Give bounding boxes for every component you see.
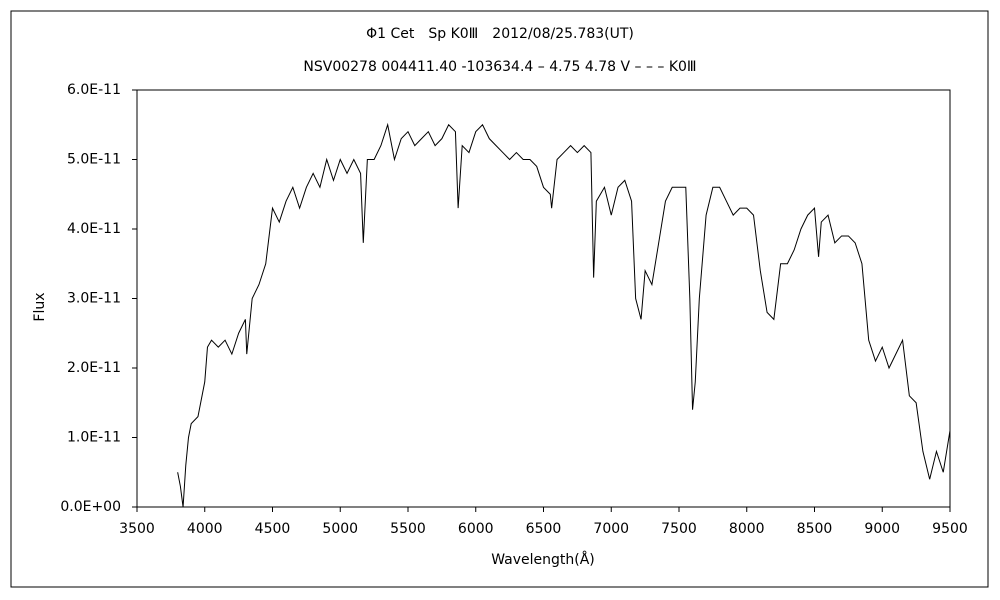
x-tick-label: 8500 — [797, 521, 833, 537]
x-tick-label: 9000 — [864, 521, 900, 537]
spectrum-line — [177, 122, 951, 508]
x-axis-label: Wavelength(Å) — [491, 551, 595, 568]
x-tick-label: 5500 — [390, 521, 426, 537]
x-tick-label: 7000 — [593, 521, 629, 537]
x-tick-label: 9500 — [932, 521, 968, 537]
y-tick-label: 6.0E-11 — [67, 82, 121, 98]
x-tick-label: 5000 — [322, 521, 358, 537]
y-tick-label: 1.0E-11 — [67, 430, 121, 446]
x-tick-label: 6500 — [526, 521, 562, 537]
x-tick-label: 6000 — [458, 521, 494, 537]
y-tick-label: 3.0E-11 — [67, 291, 121, 307]
x-tick-label: 4000 — [187, 521, 223, 537]
x-tick-label: 8000 — [729, 521, 765, 537]
y-tick-label: 4.0E-11 — [67, 221, 121, 237]
plot-area — [136, 89, 951, 508]
y-tick-label: 5.0E-11 — [67, 152, 121, 168]
x-tick-label: 4500 — [255, 521, 291, 537]
chart-subtitle: NSV00278 004411.40 -103634.4 – 4.75 4.78… — [303, 59, 696, 75]
y-tick-label: 2.0E-11 — [67, 360, 121, 376]
y-axis-label: Flux — [32, 292, 48, 321]
x-tick-label: 7500 — [661, 521, 697, 537]
chart-title: Φ1 Cet Sp K0Ⅲ 2012/08/25.783(UT) — [366, 26, 634, 42]
x-tick-label: 3500 — [119, 521, 155, 537]
y-tick-label: 0.0E+00 — [60, 499, 121, 515]
